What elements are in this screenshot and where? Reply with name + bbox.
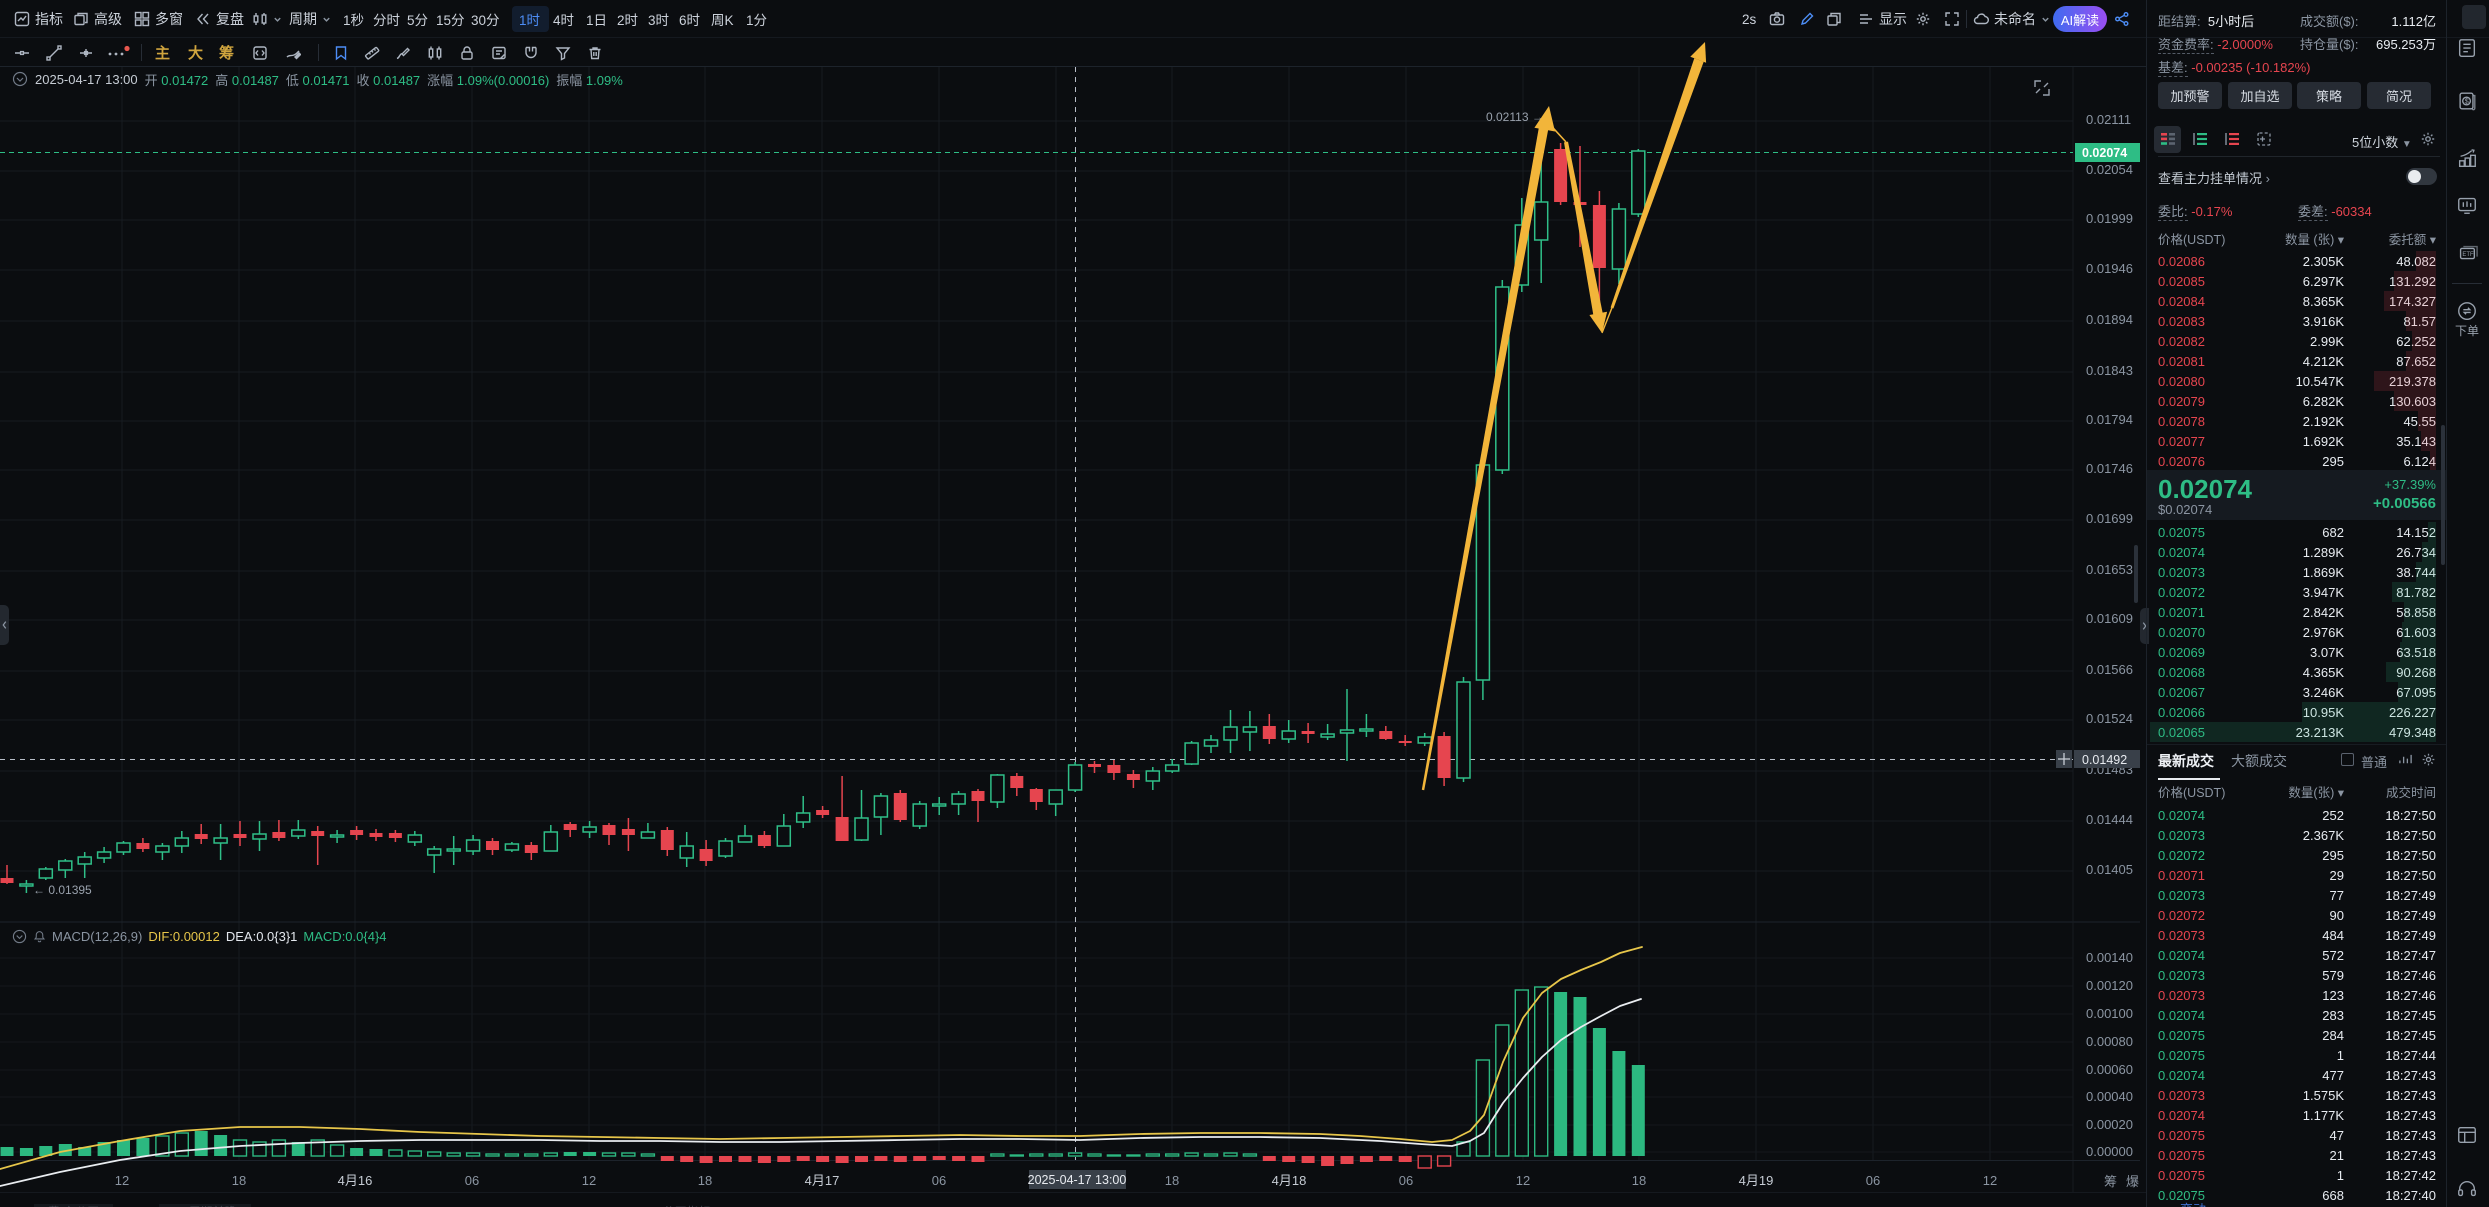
svg-text:0.00080: 0.00080 [2086,1034,2133,1049]
svg-text:0.01843: 0.01843 [2086,363,2133,378]
svg-text:4月18: 4月18 [1272,1173,1307,1188]
svg-text:ETF: ETF [2462,252,2474,258]
svg-text:0.01524: 0.01524 [2086,711,2133,726]
svg-text:爆: 爆 [2126,1174,2139,1189]
svg-text:4月17: 4月17 [805,1173,840,1188]
svg-text:0.00020: 0.00020 [2086,1117,2133,1132]
svg-text:0.01653: 0.01653 [2086,562,2133,577]
svg-text:0.01794: 0.01794 [2086,412,2133,427]
svg-text:18: 18 [698,1173,712,1188]
svg-text:06: 06 [465,1173,479,1188]
svg-text:0.01946: 0.01946 [2086,261,2133,276]
svg-text:12: 12 [115,1173,129,1188]
svg-text:0.01746: 0.01746 [2086,461,2133,476]
svg-text:06: 06 [1399,1173,1413,1188]
svg-text:12: 12 [582,1173,596,1188]
svg-text:0.00040: 0.00040 [2086,1089,2133,1104]
svg-text:0.00000: 0.00000 [2086,1144,2133,1159]
svg-text:0.00120: 0.00120 [2086,978,2133,993]
svg-text:0.02054: 0.02054 [2086,162,2133,177]
svg-text:$: $ [2465,97,2469,106]
svg-text:4月19: 4月19 [1739,1173,1774,1188]
svg-text:06: 06 [1866,1173,1880,1188]
svg-text:0.01566: 0.01566 [2086,662,2133,677]
svg-text:0.01609: 0.01609 [2086,611,2133,626]
svg-text:0.02113 →: 0.02113 → [1486,110,1544,124]
svg-text:0.01444: 0.01444 [2086,812,2133,827]
svg-text:0.01699: 0.01699 [2086,511,2133,526]
svg-text:18: 18 [1165,1173,1179,1188]
svg-text:0.00140: 0.00140 [2086,950,2133,965]
svg-text:18: 18 [232,1173,246,1188]
svg-text:筹: 筹 [2104,1174,2117,1189]
svg-text:4月16: 4月16 [338,1173,373,1188]
svg-text:0.01894: 0.01894 [2086,312,2133,327]
svg-text:2025-04-17 13:00: 2025-04-17 13:00 [1028,1173,1127,1187]
svg-text:18: 18 [1632,1173,1646,1188]
svg-text:0.02111: 0.02111 [2086,112,2131,127]
svg-text:06: 06 [932,1173,946,1188]
svg-text:0.02074: 0.02074 [2082,146,2127,160]
svg-text:← 0.01395: ← 0.01395 [33,883,92,897]
svg-text:0.01492: 0.01492 [2082,753,2127,767]
svg-text:0.01405: 0.01405 [2086,862,2133,877]
svg-text:0.01999: 0.01999 [2086,211,2133,226]
svg-text:12: 12 [1516,1173,1530,1188]
svg-text:0.00060: 0.00060 [2086,1062,2133,1077]
svg-text:12: 12 [1983,1173,1997,1188]
svg-text:0.00100: 0.00100 [2086,1006,2133,1021]
